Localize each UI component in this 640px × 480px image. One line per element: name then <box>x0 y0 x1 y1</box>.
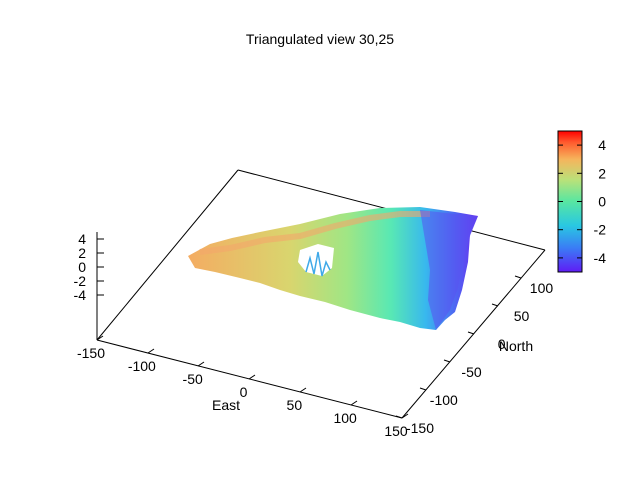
x-tick-label: 100 <box>333 410 357 426</box>
surface-body <box>188 207 478 330</box>
x-axis-label: East <box>212 397 240 413</box>
z-tick-label: 0 <box>78 259 86 275</box>
y-tick-label: -50 <box>461 364 481 380</box>
y-axis-ticks <box>395 275 522 419</box>
colorbar-tick-label: 2 <box>598 165 606 181</box>
z-tick-label: 2 <box>78 245 86 261</box>
colorbar: 4 2 0 -2 -4 <box>557 130 606 273</box>
x-tick-label: -100 <box>128 358 156 374</box>
x-tick-labels: -150 -100 -50 0 50 100 150 <box>77 345 408 439</box>
x-tick-label: -150 <box>77 345 105 361</box>
z-tick-labels: 420-2-4 <box>74 231 87 303</box>
surface-east-edge <box>420 210 478 330</box>
colorbar-tick-label: 0 <box>598 194 606 210</box>
surface <box>188 207 478 330</box>
surface-ridge <box>199 211 430 255</box>
x-tick-label: -50 <box>183 371 203 387</box>
y-tick-label: 100 <box>530 280 554 296</box>
y-tick-label: -100 <box>430 392 458 408</box>
colorbar-tick-label: -4 <box>594 250 607 266</box>
colorbar-tick-label: -2 <box>594 222 607 238</box>
x-axis-ticks <box>96 335 409 419</box>
colorbar-tick-label: 4 <box>598 137 606 153</box>
z-axis <box>96 232 104 340</box>
chart-title: Triangulated view 30,25 <box>246 31 394 47</box>
y-tick-label: 0 <box>498 336 506 352</box>
x-tick-label: 50 <box>287 397 303 413</box>
y-axis-label: North <box>499 338 533 354</box>
colorbar-ticks: 4 2 0 -2 -4 <box>558 137 606 266</box>
x-tick-label: 0 <box>240 384 248 400</box>
z-tick-label: -2 <box>74 273 87 289</box>
z-tick-label: -4 <box>74 287 87 303</box>
y-tick-label: -150 <box>406 420 434 436</box>
surface-hole-spikes <box>305 251 331 277</box>
y-tick-label: 50 <box>514 308 530 324</box>
x-tick-label: 150 <box>384 423 408 439</box>
z-tick-label: 4 <box>78 231 86 247</box>
